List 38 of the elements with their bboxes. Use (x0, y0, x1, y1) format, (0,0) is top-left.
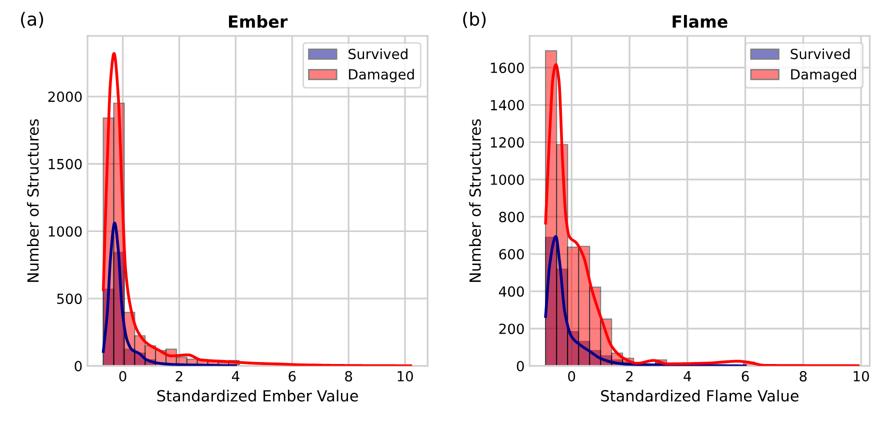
x-axis-title: Standardized Flame Value (601, 390, 798, 402)
x-tick-label: 0 (119, 371, 126, 382)
y-tick-label: 0 (516, 360, 524, 372)
y-tick-label: 0 (74, 360, 82, 372)
y-tick-label: 500 (57, 294, 82, 304)
y-tick-label: 1400 (490, 100, 524, 110)
y-tick-label: 1200 (490, 137, 524, 148)
x-tick-label: 4 (684, 371, 692, 382)
x-axis-title: Standardized Ember Value (157, 390, 358, 402)
legend-label: Damaged (349, 68, 414, 82)
x-tick-label: 8 (345, 371, 352, 382)
chart-title: Ember (228, 14, 288, 28)
y-axis-title: Number of Structures (469, 119, 481, 282)
y-tick-label: 800 (499, 212, 524, 222)
y-tick-label: 200 (499, 324, 524, 334)
x-tick-label: 6 (742, 371, 749, 382)
x-tick-label: 6 (288, 371, 296, 382)
x-tick-label: 2 (626, 371, 633, 382)
x-tick-label: 2 (176, 371, 182, 382)
text: (b) (463, 12, 486, 28)
legend-label: Damaged (791, 68, 856, 82)
legend-label: Survived (790, 48, 850, 60)
y-tick-label: 1000 (490, 174, 524, 185)
y-tick-label: 1000 (48, 226, 82, 237)
y-axis-title: Number of Structures (26, 119, 39, 282)
x-tick-label: 10 (398, 371, 413, 382)
text: (a) (21, 12, 44, 28)
y-tick-label: 1500 (48, 158, 82, 170)
y-tick-label: 400 (498, 286, 524, 297)
x-tick-label: 10 (854, 371, 869, 382)
chart-title: Flame (672, 14, 728, 28)
x-tick-label: 4 (232, 371, 240, 382)
y-tick-label: 1600 (490, 62, 524, 74)
y-tick-label: 2000 (48, 92, 82, 102)
x-tick-label: 0 (568, 371, 576, 382)
legend-label: Survived (348, 48, 408, 60)
y-tick-label: 600 (499, 249, 524, 260)
x-tick-label: 8 (800, 371, 807, 382)
